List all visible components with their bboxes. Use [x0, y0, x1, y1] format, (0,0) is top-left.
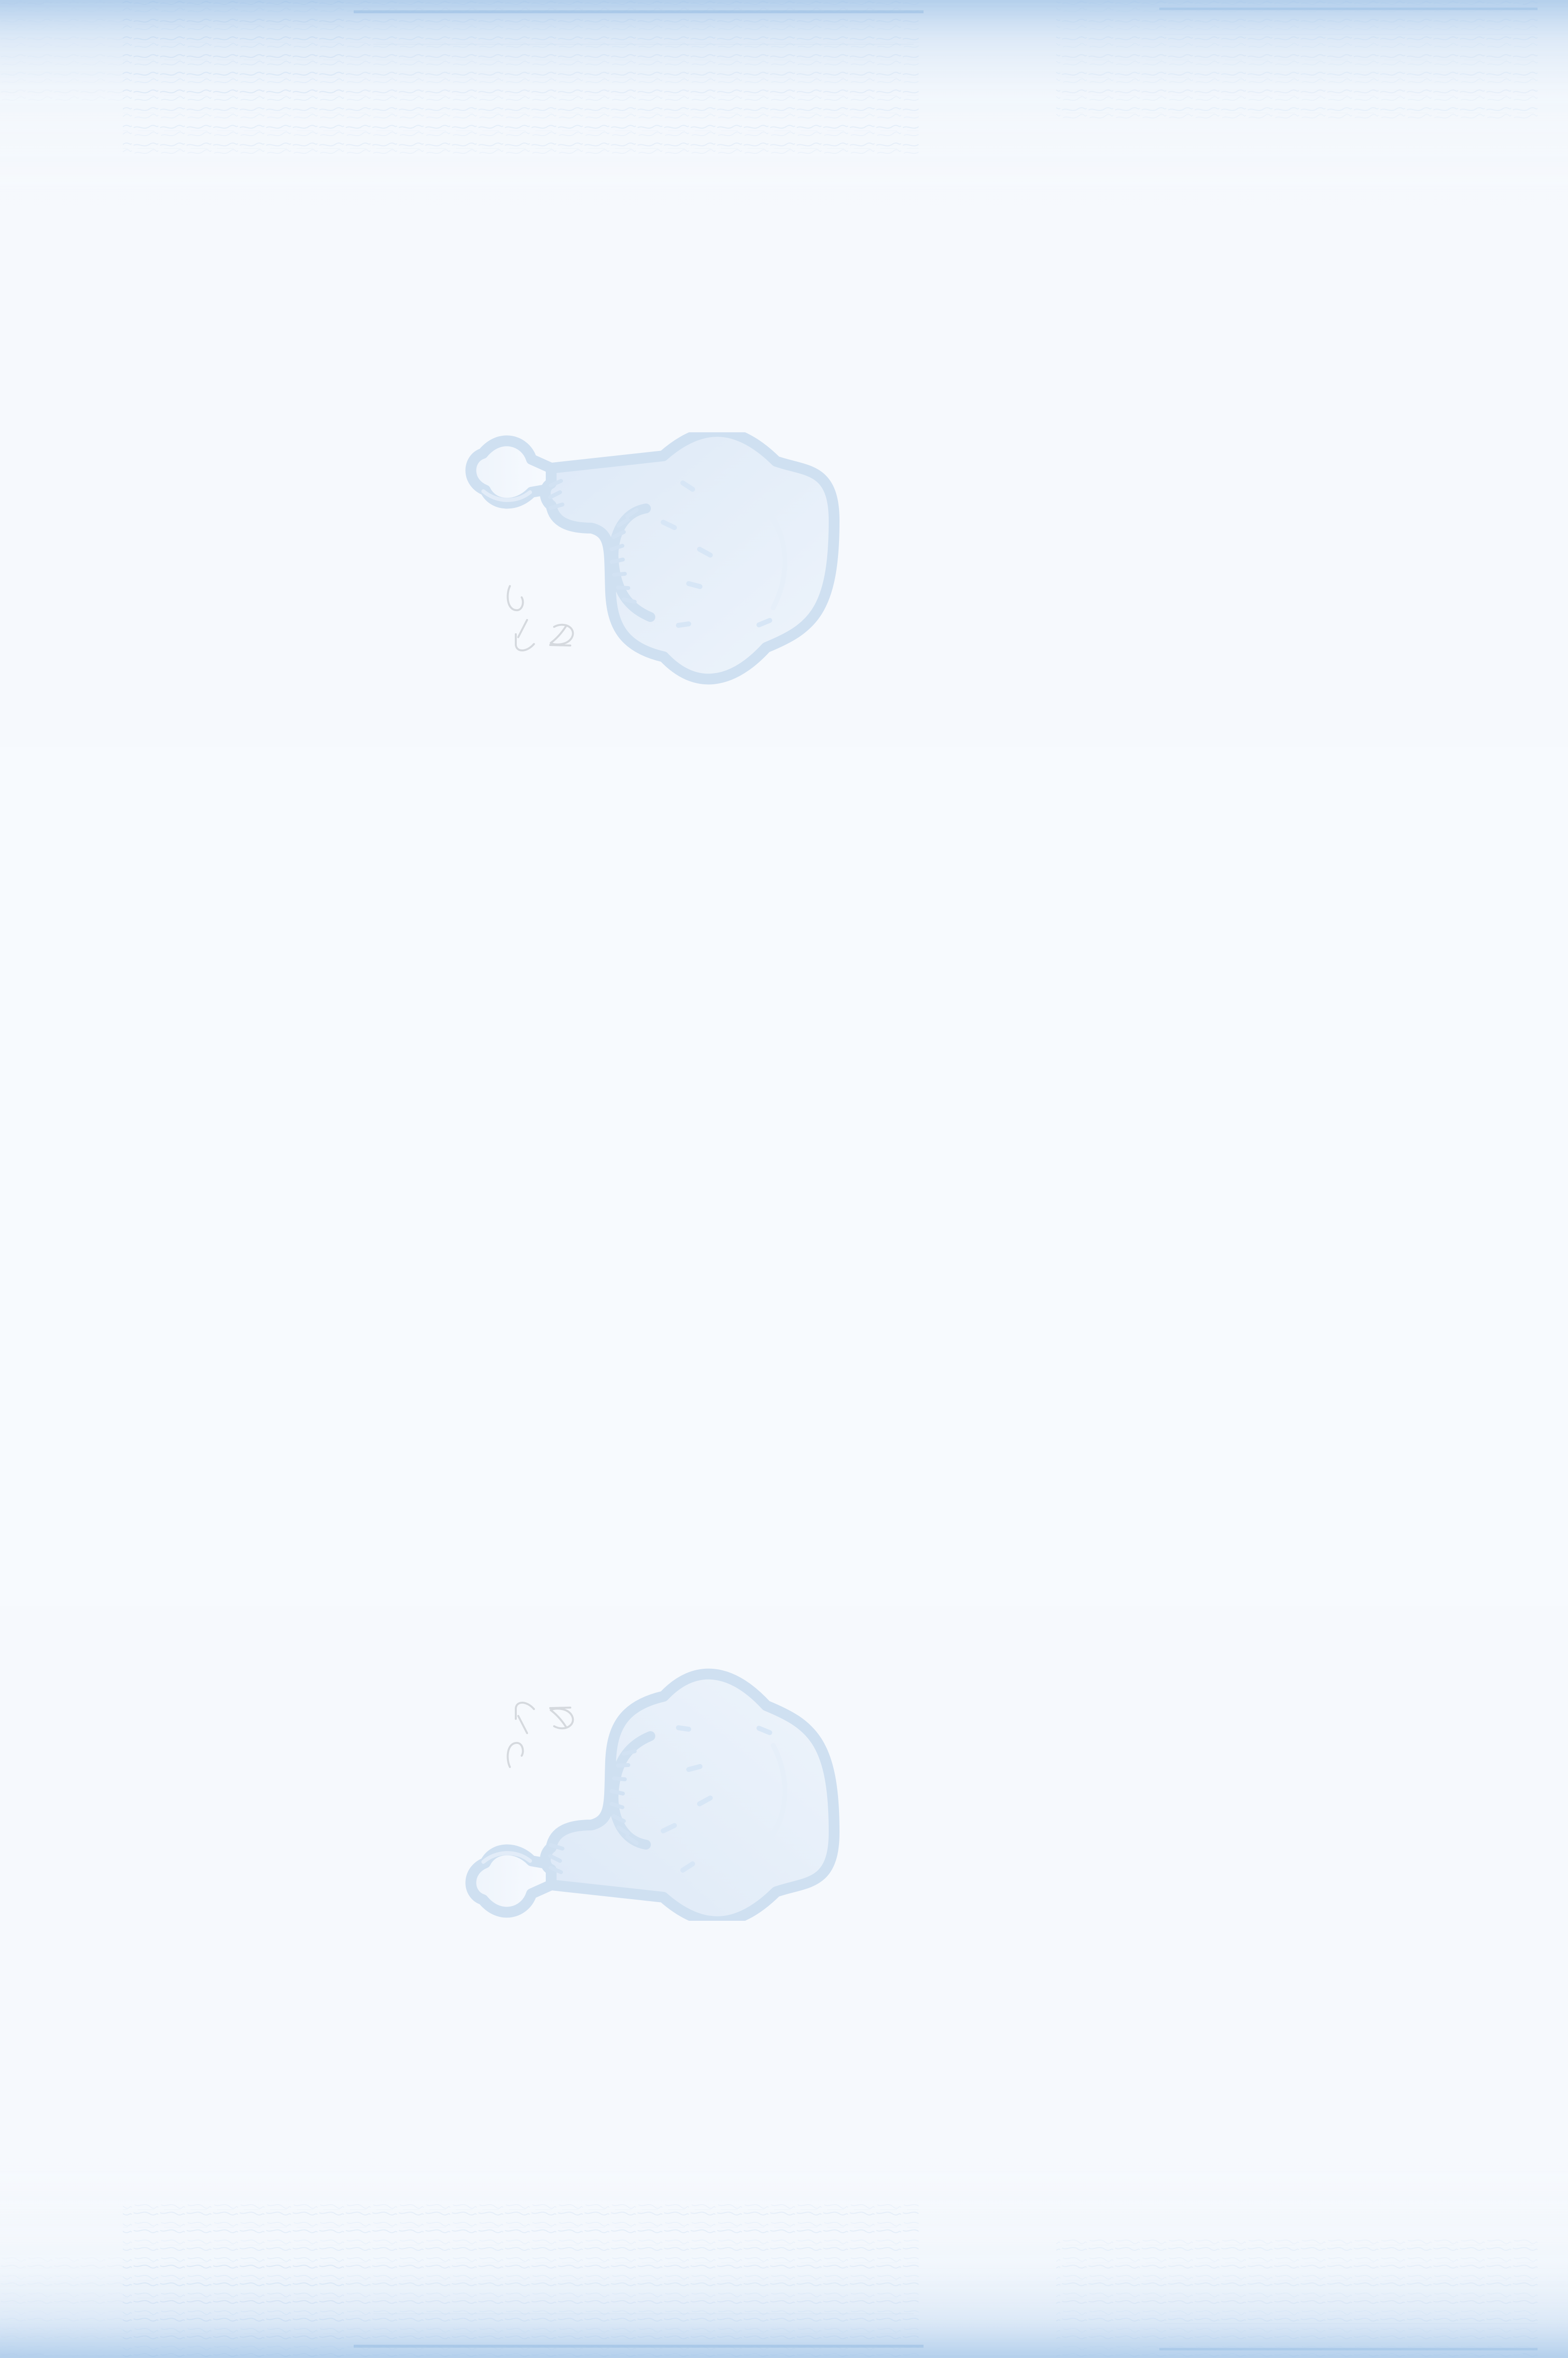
drumstick-icon [465, 432, 840, 685]
bottom-texture-band [0, 2147, 1568, 2358]
main-empty-area [0, 747, 1568, 1606]
top-texture-band [0, 0, 1568, 211]
drumstick-icon-mirrored [465, 1668, 840, 1921]
